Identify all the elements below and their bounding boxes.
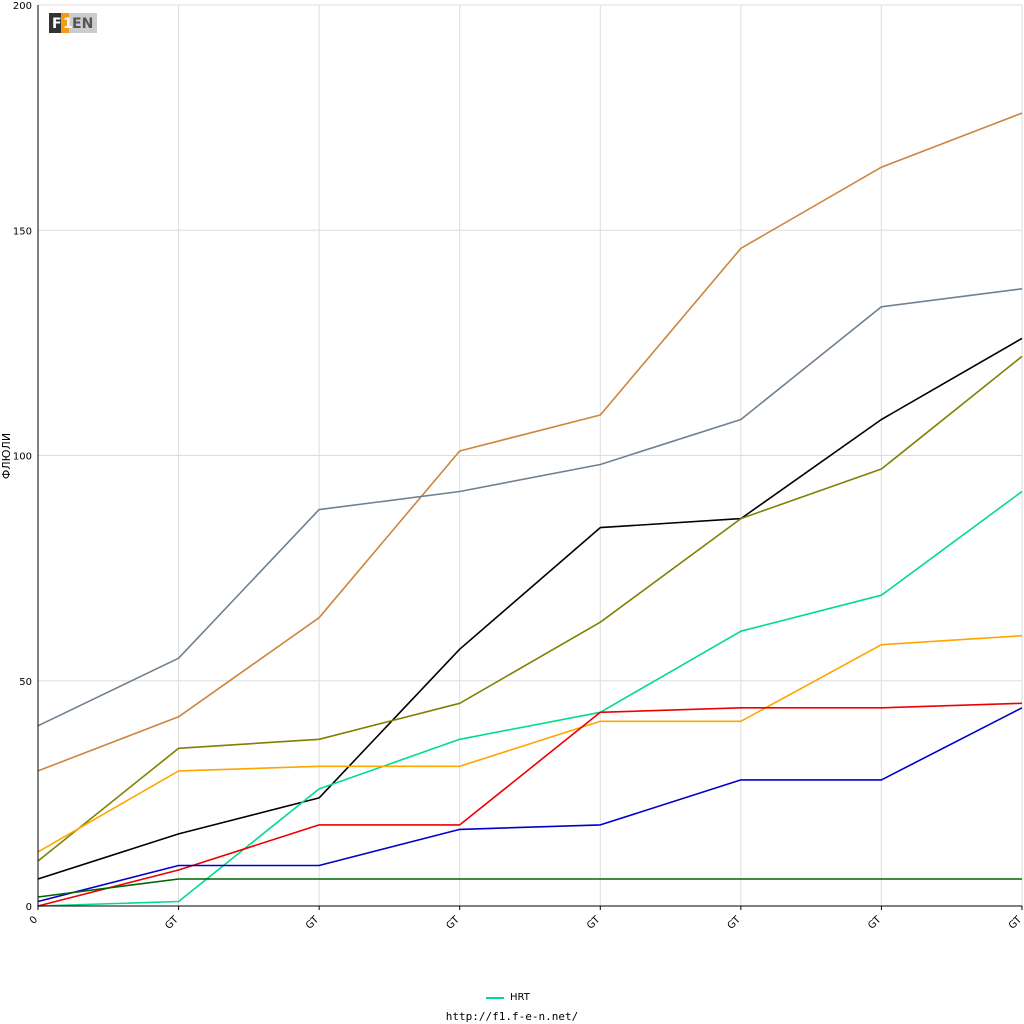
footer-url: http://f1.f-e-n.net/ [445, 1010, 579, 1023]
series-lines [37, 112, 1023, 907]
x-tick-label: GT [726, 914, 744, 932]
series-line-5 [37, 490, 1023, 907]
x-tick-label: GT [585, 914, 603, 932]
legend-label: HRT [510, 992, 530, 1003]
y-tick-label: 150 [13, 226, 32, 237]
svg-text:F: F [52, 16, 62, 32]
series-line-9 [37, 878, 1022, 898]
series-line-4 [37, 355, 1023, 862]
series-line-1 [37, 112, 1023, 772]
y-tick-label: 0 [26, 902, 32, 913]
series-line-2 [37, 288, 1023, 727]
y-tick-label: 50 [19, 677, 32, 688]
y-axis-title: ФЛЮЛИ [0, 433, 13, 479]
svg-text:EN: EN [72, 16, 93, 32]
logo: F 1 EN [49, 13, 97, 33]
series-line-3 [37, 337, 1023, 880]
x-tick-label: GT [866, 914, 884, 932]
y-tick-label: 100 [13, 452, 32, 463]
legend-swatch [486, 996, 504, 999]
x-tick-label: 0 [28, 914, 40, 926]
x-tick-label: GT [1007, 914, 1024, 932]
tick-labels: 0 50 100 150 200 0 GT GT GT GT GT GT GT [13, 1, 1024, 932]
series-line-8 [37, 707, 1023, 903]
x-tick-label: GT [304, 914, 322, 932]
svg-text:1: 1 [63, 16, 73, 32]
x-tick-label: GT [445, 914, 463, 932]
x-tick-label: GT [163, 914, 181, 932]
y-tick-label: 200 [13, 1, 32, 12]
series-line-6 [37, 634, 1023, 853]
legend: HRT [486, 992, 530, 1003]
series-line-7 [37, 702, 1023, 907]
axes [37, 5, 1023, 910]
